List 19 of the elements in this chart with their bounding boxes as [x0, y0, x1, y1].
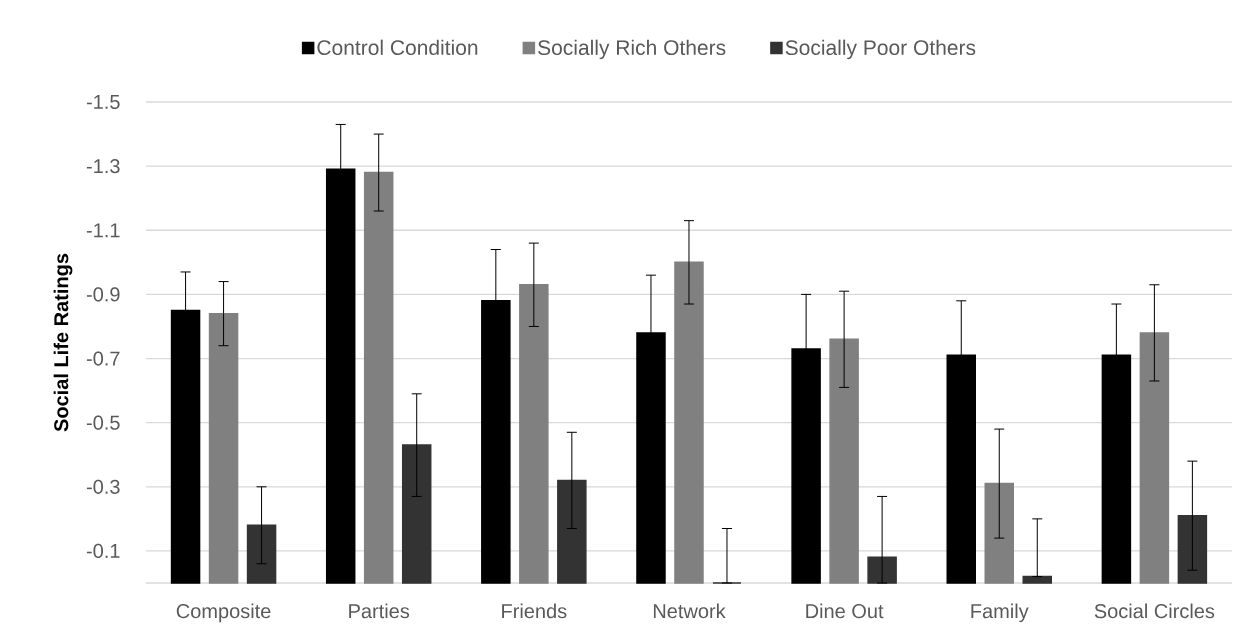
y-tick-label: -0.1 — [86, 543, 120, 559]
y-tick-label: -1.5 — [86, 95, 120, 109]
y-tick-label: -0.5 — [86, 415, 120, 430]
y-tick-label: -1.1 — [86, 223, 120, 238]
y-axis-title: Social Life Ratings — [53, 253, 73, 432]
x-tick-label: Dine Out — [806, 603, 884, 619]
legend-label: Control Condition — [317, 39, 478, 56]
x-tick-label: Parties — [349, 603, 410, 619]
y-tick-label: -0.7 — [86, 351, 120, 366]
x-tick-label: Friends — [502, 603, 567, 619]
legend-label: Socially Poor Others — [785, 39, 976, 60]
y-tick-label: -1.3 — [86, 159, 120, 174]
x-tick-label: Network — [653, 603, 726, 619]
x-tick-label: Composite — [176, 603, 271, 623]
x-tick-label: Family — [971, 603, 1029, 623]
y-tick-label: -0.3 — [86, 479, 120, 494]
legend-label: Socially Rich Others — [538, 39, 726, 60]
x-tick-label: Social Circles — [1094, 603, 1215, 619]
y-tick-label: -0.9 — [86, 287, 120, 302]
